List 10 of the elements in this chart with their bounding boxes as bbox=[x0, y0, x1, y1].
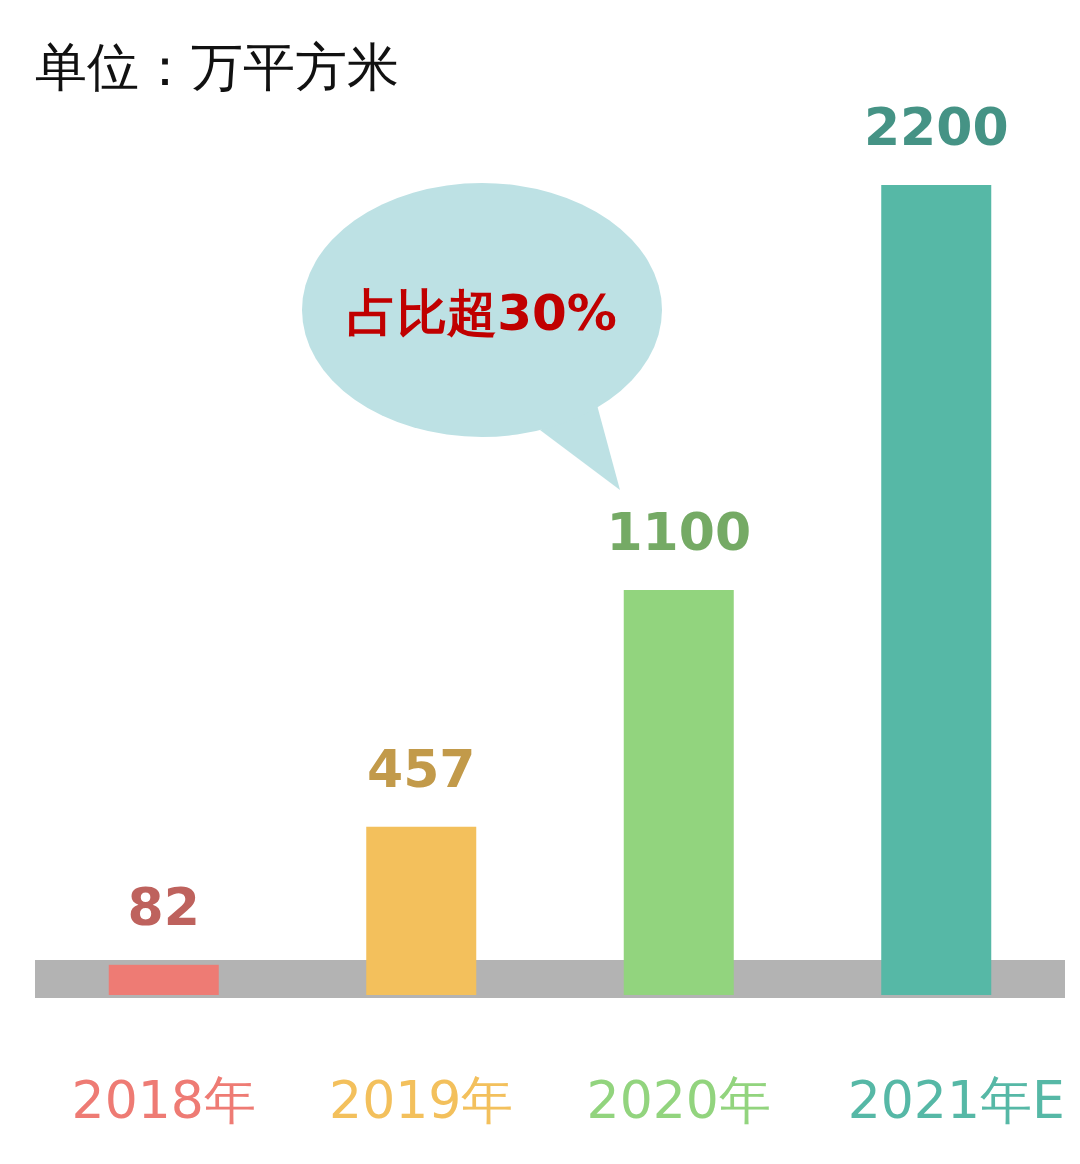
data-label: 2200 bbox=[863, 97, 1009, 157]
annotation: 占比超30% bbox=[347, 284, 617, 342]
x-tick-label: 2018年 bbox=[71, 1070, 256, 1130]
x-tick-label: 2019年 bbox=[329, 1070, 514, 1130]
chart-title: 单位：万平方米 bbox=[35, 37, 399, 97]
x-tick-label: 2020年 bbox=[586, 1070, 771, 1130]
data-label: 457 bbox=[366, 738, 476, 799]
data-label: 82 bbox=[127, 876, 200, 937]
x-tick-label: 2021年E bbox=[847, 1070, 1065, 1130]
data-label: 1100 bbox=[606, 502, 752, 562]
